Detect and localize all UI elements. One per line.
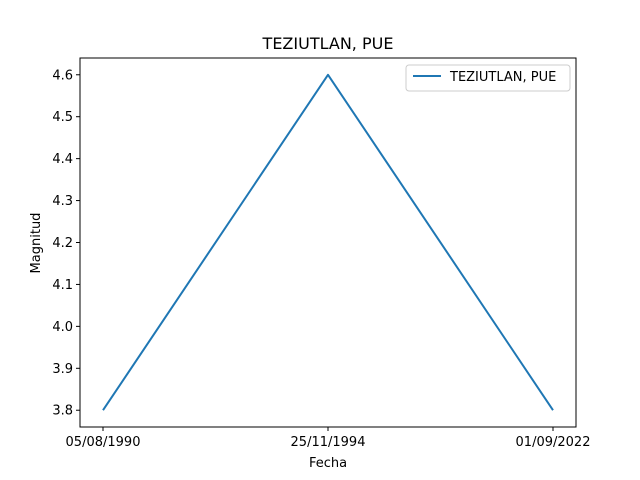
y-tick-label: 4.2 — [52, 236, 73, 251]
y-tick-label: 4.5 — [52, 110, 73, 125]
x-tick-label: 01/09/2022 — [516, 435, 591, 450]
x-tick-label: 05/08/1990 — [66, 435, 141, 450]
y-tick-label: 3.8 — [52, 404, 73, 419]
y-tick-label: 4.4 — [52, 152, 73, 167]
y-tick-label: 4.0 — [52, 320, 73, 335]
chart-title: TEZIUTLAN, PUE — [262, 34, 394, 53]
y-tick-label: 4.3 — [52, 194, 73, 209]
legend: TEZIUTLAN, PUE — [405, 64, 571, 92]
legend-box — [405, 64, 571, 92]
y-tick-label: 4.1 — [52, 278, 73, 293]
y-axis-ticks: 3.8 3.9 4.0 4.1 4.2 4.3 4.4 4.5 4.6 — [52, 68, 80, 419]
y-tick-label: 3.9 — [52, 362, 73, 377]
x-axis-label: Fecha — [309, 456, 347, 471]
legend-label: TEZIUTLAN, PUE — [449, 70, 556, 85]
x-axis-ticks: 05/08/1990 25/11/1994 01/09/2022 — [66, 427, 591, 450]
series-layer — [102, 73, 554, 411]
y-axis-label: Magnitud — [29, 213, 44, 274]
x-tick-label: 25/11/1994 — [291, 435, 366, 450]
y-tick-label: 4.6 — [52, 68, 73, 83]
series-line-0 — [102, 73, 554, 411]
